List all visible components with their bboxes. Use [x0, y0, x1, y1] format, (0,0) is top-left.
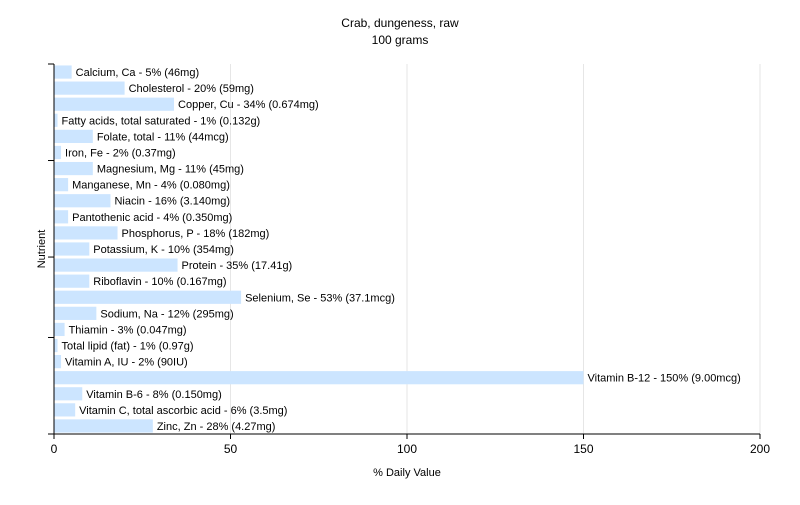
bar-label: Selenium, Se - 53% (37.1mcg): [245, 292, 395, 304]
axis-ticks: 0 50 100 150 200: [48, 63, 770, 456]
bar: [54, 403, 76, 417]
x-tick-label: 0: [51, 442, 58, 456]
bar: [54, 129, 93, 143]
bar-label: Vitamin B-12 - 150% (9.00mcg): [588, 373, 741, 385]
x-tick-label: 100: [397, 442, 417, 456]
bar: [54, 226, 118, 240]
bar-label: Calcium, Ca - 5% (46mg): [76, 67, 199, 79]
bar: [54, 322, 65, 337]
bar: [54, 242, 90, 256]
bar-label: Vitamin C, total ascorbic acid - 6% (3.5…: [79, 405, 287, 417]
bar: [54, 178, 69, 192]
x-tick-label: 200: [750, 442, 770, 456]
bar-label: Vitamin B-6 - 8% (0.150mg): [86, 389, 222, 401]
bar-label: Niacin - 16% (3.140mg): [114, 196, 230, 208]
x-axis-title: % Daily Value: [373, 467, 441, 479]
bar: [54, 274, 90, 288]
bar: [54, 371, 584, 385]
bar: [54, 161, 93, 176]
bar-label: Cholesterol - 20% (59mg): [129, 83, 254, 95]
bar: [54, 210, 69, 224]
bar-label: Total lipid (fat) - 1% (0.97g): [62, 341, 194, 353]
bar: [54, 306, 97, 320]
bar-label: Manganese, Mn - 4% (0.080mg): [72, 180, 230, 192]
bar-label: Thiamin - 3% (0.047mg): [69, 324, 187, 336]
bar-label: Folate, total - 11% (44mcg): [97, 131, 229, 143]
bar-label: Zinc, Zn - 28% (4.27mg): [157, 421, 276, 433]
bar: [54, 194, 111, 208]
bar: [54, 97, 175, 111]
bar: [54, 65, 72, 79]
chart-title: Crab, dungeness, raw: [341, 16, 459, 30]
bar: [54, 145, 62, 160]
bar-labels: Calcium, Ca - 5% (46mg) Cholesterol - 20%…: [62, 67, 741, 433]
bar: [54, 113, 58, 127]
bar: [54, 338, 58, 353]
bar: [54, 290, 242, 304]
bars: [54, 65, 584, 433]
bar: [54, 419, 153, 433]
bar-label: Sodium, Na - 12% (295mg): [100, 308, 233, 320]
bar-label: Riboflavin - 10% (0.167mg): [93, 276, 226, 288]
bar-label: Magnesium, Mg - 11% (45mg): [97, 164, 244, 176]
bar-label: Potassium, K - 10% (354mg): [93, 244, 234, 256]
bar-label: Fatty acids, total saturated - 1% (0.132…: [62, 115, 261, 127]
bar-label: Protein - 35% (17.41g): [182, 260, 293, 272]
x-tick-label: 50: [224, 442, 238, 456]
bar-label: Copper, Cu - 34% (0.674mg): [178, 99, 319, 111]
x-tick-label: 150: [573, 442, 593, 456]
bar: [54, 355, 62, 369]
bar-label: Iron, Fe - 2% (0.37mg): [65, 147, 176, 159]
chart-subtitle: 100 grams: [372, 33, 429, 47]
bar-label: Phosphorus, P - 18% (182mg): [122, 228, 270, 240]
y-axis-title: Nutrient: [36, 230, 48, 269]
bar: [54, 258, 178, 272]
bar-label: Vitamin A, IU - 2% (90IU): [65, 357, 188, 369]
bar: [54, 387, 83, 401]
bar: [54, 81, 125, 95]
bar-label: Pantothenic acid - 4% (0.350mg): [72, 212, 232, 224]
